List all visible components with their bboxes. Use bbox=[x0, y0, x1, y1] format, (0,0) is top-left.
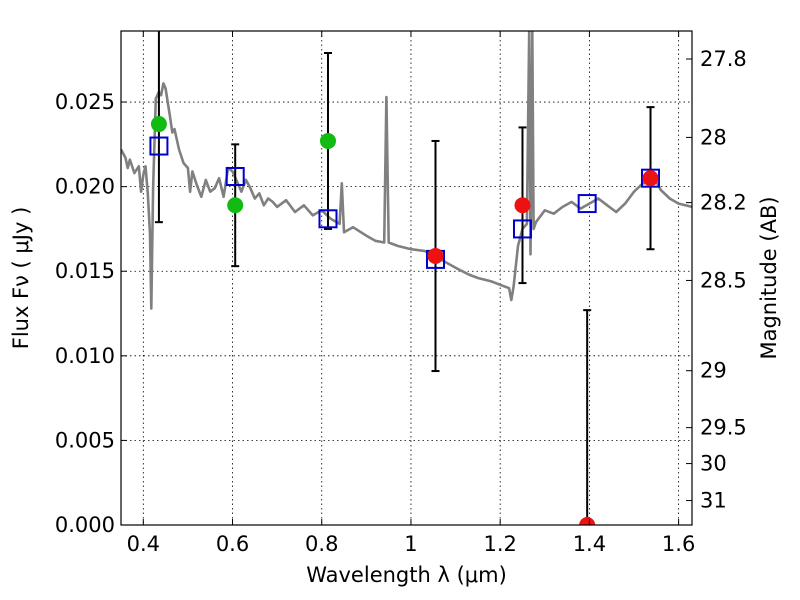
model-point bbox=[512, 219, 532, 239]
x-tick-label: 0.8 bbox=[305, 532, 338, 556]
x-axis-title: Wavelength λ (μm) bbox=[306, 563, 507, 587]
model-point bbox=[149, 136, 169, 156]
observed-point bbox=[227, 197, 244, 214]
x-tick-label: 1 bbox=[404, 532, 417, 556]
plot-frame bbox=[120, 30, 693, 526]
y-tick-label: 0.015 bbox=[55, 259, 115, 283]
y2-tick-label: 30 bbox=[700, 452, 727, 476]
observed-point bbox=[579, 517, 596, 525]
x-tick-label: 1.6 bbox=[662, 532, 695, 556]
y2-tick-label: 28.5 bbox=[700, 268, 747, 292]
x-tick-label: 0.6 bbox=[216, 532, 249, 556]
x-tick-label: 1.4 bbox=[573, 532, 606, 556]
x-tick-label: 1.2 bbox=[483, 532, 516, 556]
model-point bbox=[577, 194, 597, 214]
observed-point bbox=[514, 197, 531, 214]
axes: 0.4 0.6 0.8 1 1.2 1.4 1.6 0.000 0.005 0.010 0.015 0… bbox=[55, 31, 747, 556]
y2-axis-title: Magnitude (AB) bbox=[757, 196, 781, 359]
y-tick-label: 0.020 bbox=[55, 175, 115, 199]
y-axis-title: Flux Fν ( μJy ) bbox=[9, 207, 33, 350]
y2-tick-label: 28 bbox=[700, 125, 727, 149]
y-tick-label: 0.025 bbox=[55, 90, 115, 114]
model-point bbox=[225, 166, 245, 186]
model-point bbox=[641, 168, 661, 188]
observed-point bbox=[319, 132, 336, 149]
y-tick-label: 0.005 bbox=[55, 428, 115, 452]
observed-point bbox=[427, 248, 444, 265]
plot-area bbox=[121, 31, 692, 525]
y-tick-label: 0.000 bbox=[55, 513, 115, 537]
observed-point bbox=[150, 116, 167, 133]
observed-point bbox=[642, 170, 659, 187]
y2-tick-label: 27.8 bbox=[700, 47, 747, 71]
y-tick-label: 0.010 bbox=[55, 344, 115, 368]
y2-tick-label: 31 bbox=[700, 489, 727, 513]
x-tick-label: 0.4 bbox=[127, 532, 160, 556]
model-point bbox=[318, 209, 338, 229]
y2-tick-label: 29 bbox=[700, 359, 727, 383]
y2-tick-label: 28.2 bbox=[700, 191, 747, 215]
sed-curve bbox=[121, 31, 692, 310]
y2-tick-label: 29.5 bbox=[700, 416, 747, 440]
